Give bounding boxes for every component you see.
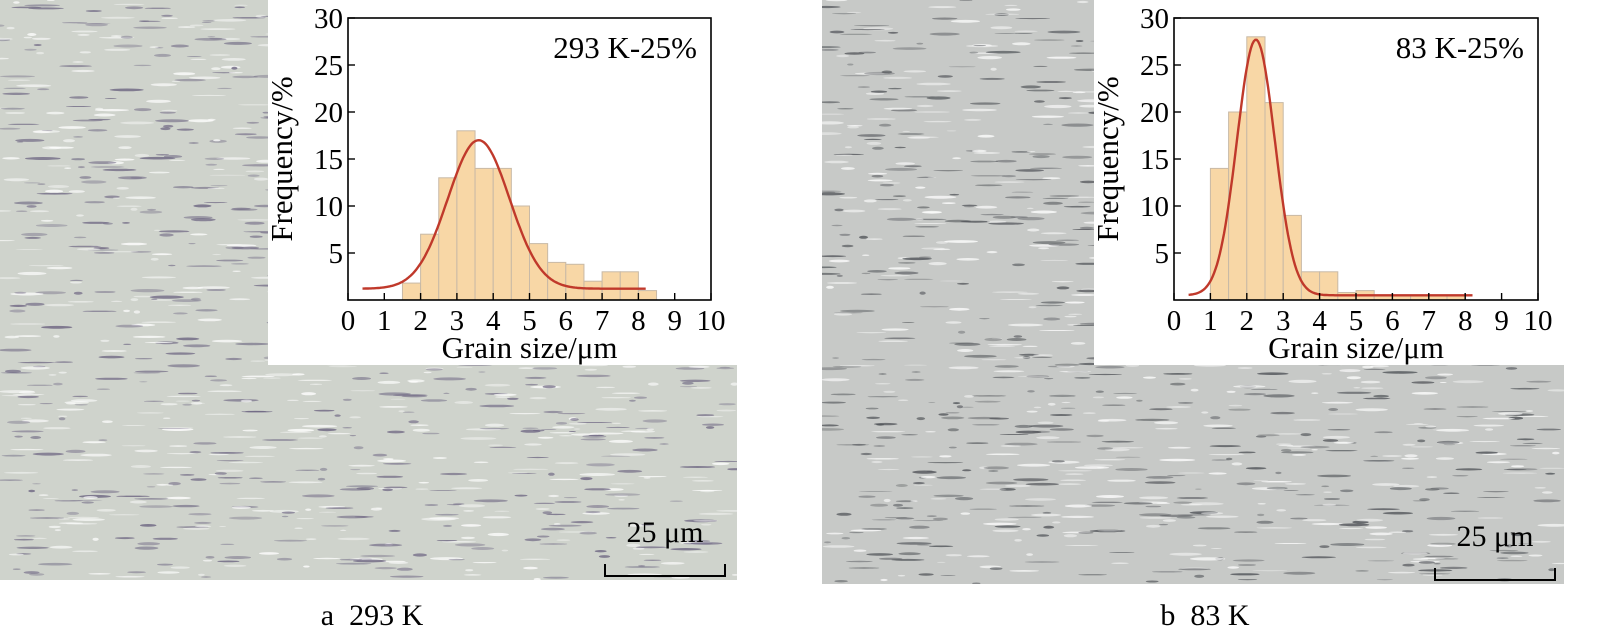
gaussian-fit-curve [1188,38,1473,297]
x-tick-label-7: 7 [1422,305,1437,337]
x-tick-label-9: 9 [667,305,682,337]
histogram-bar-9 [565,263,585,301]
histogram-inset-83k: 0 1 2 3 4 5 6 7 8 9 10 5 10 15 20 25 30 Grain size/μm Freq… [1094,0,1564,365]
histogram-bar-8 [547,261,567,301]
scale-bar-83k: 25 μm [1434,520,1556,582]
scale-bar-293k: 25 μm [604,516,726,578]
x-tick-label-2: 2 [413,305,428,337]
caption-83k: b 83 K [1160,599,1250,632]
y-tick-label-10: 10 [314,191,343,223]
y-tick-label-25: 25 [314,50,343,82]
x-tick-label-10: 10 [1524,305,1553,337]
x-tick-label-0: 0 [1167,305,1182,337]
histogram-bar-2 [1246,36,1266,301]
histogram-bar-0 [401,282,422,301]
y-tick-label-5: 5 [329,238,344,270]
histogram-bar-6 [510,205,531,301]
x-tick-label-7: 7 [595,305,610,337]
x-tick-label-2: 2 [1240,305,1255,337]
histogram-bar-13 [637,290,658,301]
x-tick-label-9: 9 [1494,305,1509,337]
x-axis-label: Grain size/μm [442,330,618,365]
y-tick-label-15: 15 [314,144,343,176]
x-tick-label-1: 1 [377,305,392,337]
y-axis-label: Frequency/% [268,76,299,241]
scale-bar-line [604,564,726,577]
scale-bar-label: 25 μm [1456,520,1534,553]
x-tick-label-3: 3 [450,305,465,337]
histogram-bar-0 [1209,167,1230,301]
histogram-bar-11 [601,271,621,301]
y-tick-label-10: 10 [1140,191,1169,223]
x-tick-label-5: 5 [1349,305,1364,337]
x-tick-label-6: 6 [1385,305,1400,337]
histogram-bar-4 [474,167,494,301]
x-tick-label-8: 8 [1458,305,1473,337]
y-tick-label-20: 20 [1140,97,1169,129]
histogram-bar-5 [492,167,512,301]
histogram-inset-293k: 0 1 2 3 4 5 6 7 8 9 10 5 10 15 20 25 30 Grain size/μm Freq… [268,0,737,365]
micrograph-panel-83k: 0 1 2 3 4 5 6 7 8 9 10 5 10 15 20 25 30 Grain size/μm Freq… [822,0,1564,584]
scale-bar-label: 25 μm [626,516,704,549]
condition-label-83k: 83 K-25% [1396,30,1524,65]
scale-bar-line [1434,568,1556,581]
y-tick-label-20: 20 [314,97,343,129]
y-tick-label-30: 30 [314,3,343,35]
histogram-bar-7 [529,243,549,301]
x-tick-label-1: 1 [1203,305,1218,337]
y-tick-label-25: 25 [1140,50,1169,82]
y-axis-label: Frequency/% [1094,76,1125,241]
x-tick-label-4: 4 [1312,305,1327,337]
x-tick-label-10: 10 [697,305,726,337]
histogram-bar-3 [456,130,476,301]
x-axis-label: Grain size/μm [1268,330,1444,365]
gaussian-fit-curve [362,138,646,290]
x-tick-label-8: 8 [631,305,646,337]
condition-label-293k: 293 K-25% [553,30,697,65]
x-tick-label-3: 3 [1276,305,1291,337]
micrograph-panel-293k: 0 1 2 3 4 5 6 7 8 9 10 5 10 15 20 25 30 Grain size/μm Freq… [0,0,737,580]
y-tick-label-5: 5 [1155,238,1170,270]
caption-293k: a 293 K [320,599,424,632]
histogram-bar-12 [619,271,639,301]
x-tick-label-6: 6 [559,305,574,337]
x-tick-label-4: 4 [486,305,501,337]
y-tick-label-30: 30 [1140,3,1169,35]
x-tick-label-0: 0 [341,305,356,337]
histogram-bar-10 [583,280,603,301]
y-tick-label-15: 15 [1140,144,1169,176]
x-tick-label-5: 5 [522,305,537,337]
